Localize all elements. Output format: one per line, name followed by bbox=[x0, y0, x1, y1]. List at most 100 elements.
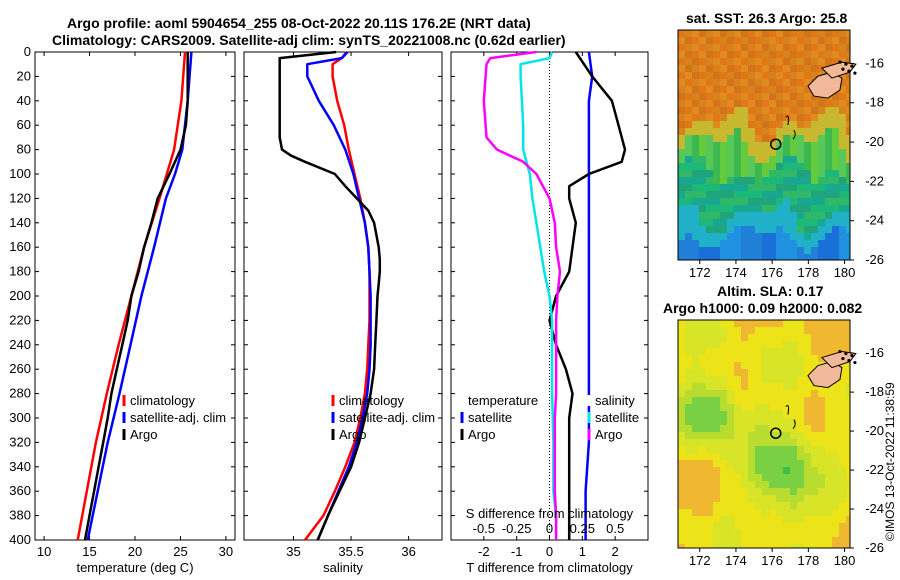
sst-pixel bbox=[825, 44, 833, 52]
sla-pixel bbox=[818, 530, 826, 538]
sla-pixel bbox=[692, 495, 700, 503]
sst-pixel bbox=[741, 156, 749, 164]
sst-pixel bbox=[790, 205, 798, 213]
sla-lat-label: -24 bbox=[865, 501, 884, 516]
sla-pixel bbox=[797, 439, 805, 447]
sla-pixel bbox=[776, 453, 784, 461]
sla-pixel bbox=[804, 481, 812, 489]
sla-pixel bbox=[713, 404, 721, 412]
sst-pixel bbox=[825, 135, 833, 143]
depth-tick-label: 180 bbox=[9, 264, 31, 279]
sst-pixel bbox=[734, 219, 742, 227]
sla-pixel bbox=[755, 516, 763, 524]
sla-pixel bbox=[748, 397, 756, 405]
sla-land bbox=[807, 361, 843, 389]
sst-pixel bbox=[846, 100, 851, 108]
sst-pixel bbox=[741, 170, 749, 178]
sst-pixel bbox=[692, 142, 700, 150]
sla-pixel bbox=[755, 481, 763, 489]
depth-tick-label: 300 bbox=[9, 410, 31, 425]
sla-pixel bbox=[825, 523, 833, 531]
sst-pixel bbox=[748, 212, 756, 220]
sla-pixel bbox=[776, 369, 784, 377]
sst-pixel bbox=[832, 114, 840, 122]
sst-pixel bbox=[762, 65, 770, 73]
sst-lat-label: -16 bbox=[865, 55, 884, 70]
sla-pixel bbox=[846, 418, 851, 426]
sst-pixel bbox=[832, 30, 840, 38]
sla-pixel bbox=[699, 404, 707, 412]
sla-pixel bbox=[825, 446, 833, 454]
sla-pixel bbox=[706, 348, 714, 356]
sla-pixel bbox=[741, 327, 749, 335]
sla-pixel bbox=[692, 411, 700, 419]
sla-pixel bbox=[811, 362, 819, 370]
sla-pixel bbox=[818, 453, 826, 461]
sla-pixel bbox=[692, 376, 700, 384]
sla-pixel bbox=[706, 397, 714, 405]
sst-pixel bbox=[755, 114, 763, 122]
sst-pixel bbox=[790, 247, 798, 255]
sla-pixel bbox=[839, 516, 847, 524]
sst-pixel bbox=[804, 254, 812, 261]
sst-pixel bbox=[685, 37, 693, 45]
sla-pixel bbox=[699, 376, 707, 384]
sst-pixel bbox=[678, 79, 686, 87]
sla-pixel bbox=[706, 481, 714, 489]
sla-pixel bbox=[755, 530, 763, 538]
sst-pixel bbox=[699, 163, 707, 171]
sla-pixel bbox=[720, 502, 728, 510]
sst-pixel bbox=[734, 44, 742, 52]
sla-pixel bbox=[797, 460, 805, 468]
sla-pixel bbox=[685, 362, 693, 370]
sst-pixel bbox=[762, 30, 770, 38]
sst-pixel bbox=[678, 163, 686, 171]
sla-pixel bbox=[776, 334, 784, 342]
sla-pixel bbox=[706, 355, 714, 363]
depth-tick-label: 320 bbox=[9, 434, 31, 449]
sst-pixel bbox=[755, 226, 763, 234]
sst-pixel bbox=[804, 121, 812, 129]
sla-pixel bbox=[825, 390, 833, 398]
sst-pixel bbox=[706, 156, 714, 164]
temp-xtick-label: 10 bbox=[37, 544, 51, 559]
sla-pixel bbox=[762, 425, 770, 433]
sst-pixel bbox=[797, 247, 805, 255]
sst-pixel bbox=[685, 142, 693, 150]
sst-pixel bbox=[755, 107, 763, 115]
sla-pixel bbox=[755, 544, 763, 549]
sla-pixel bbox=[706, 320, 714, 328]
sla-pixel bbox=[685, 446, 693, 454]
sst-pixel bbox=[811, 30, 819, 38]
sla-pixel bbox=[678, 439, 686, 447]
sst-pixel bbox=[762, 121, 770, 129]
sla-pixel bbox=[790, 446, 798, 454]
sst-pixel bbox=[748, 30, 756, 38]
sla-pixel bbox=[797, 376, 805, 384]
sla-pixel bbox=[727, 369, 735, 377]
sla-pixel bbox=[846, 495, 851, 503]
sst-pixel bbox=[706, 58, 714, 66]
sla-pixel bbox=[832, 397, 840, 405]
sst-pixel bbox=[706, 191, 714, 199]
diff-top-tick-label: 0.5 bbox=[606, 521, 624, 536]
sla-pixel bbox=[839, 334, 847, 342]
temp-xtick-label: 25 bbox=[173, 544, 187, 559]
sst-pixel bbox=[804, 142, 812, 150]
sla-pixel bbox=[706, 495, 714, 503]
sst-pixel bbox=[713, 240, 721, 248]
sst-pixel bbox=[734, 86, 742, 94]
sst-pixel bbox=[832, 128, 840, 136]
sst-pixel bbox=[727, 100, 735, 108]
sla-pixel bbox=[790, 320, 798, 328]
sla-pixel bbox=[727, 537, 735, 545]
sla-pixel bbox=[839, 509, 847, 517]
sla-pixel bbox=[713, 397, 721, 405]
sla-pixel bbox=[727, 453, 735, 461]
sla-pixel bbox=[797, 467, 805, 475]
sst-pixel bbox=[706, 93, 714, 101]
sst-pixel bbox=[699, 233, 707, 241]
sst-islet bbox=[853, 71, 857, 75]
sla-pixel bbox=[776, 544, 784, 549]
sst-pixel bbox=[783, 135, 791, 143]
